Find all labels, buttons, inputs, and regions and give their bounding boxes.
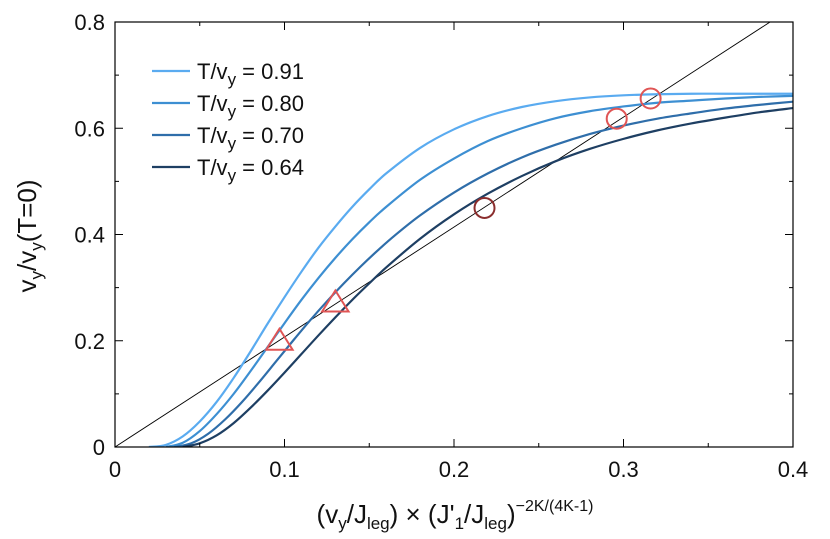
circle-marker-4: [605, 107, 628, 130]
series-line-2: [165, 94, 793, 447]
series-line-3: [174, 100, 793, 447]
x-tick-label: 0: [109, 457, 121, 482]
y-axis-label: vy/vy(T=0): [12, 179, 46, 292]
x-tick-label: 0.2: [439, 457, 470, 482]
y-tick-label: 0.4: [74, 223, 105, 248]
legend: T/vy = 0.91T/vy = 0.80T/vy = 0.70T/vy = …: [152, 59, 304, 185]
y-tick-label: 0.6: [74, 116, 105, 141]
circle-marker-5: [639, 87, 662, 110]
series-line-1: [148, 92, 793, 447]
y-tick-label: 0.8: [74, 10, 105, 35]
triangle-marker-2: [320, 288, 351, 313]
x-tick-label: 0.4: [778, 457, 809, 482]
reference-line-layer: [115, 22, 771, 447]
triangle-marker-1: [264, 326, 295, 351]
series-layer: [148, 92, 793, 447]
axes-layer: 0 0.1 0.2 0.3 0.4 0 0.2 0.4 0.6 0.8: [74, 10, 808, 482]
x-tick-label: 0.1: [269, 457, 300, 482]
plot-frame: [114, 21, 794, 448]
circle-marker-3: [473, 196, 496, 219]
y-tick-label: 0.2: [74, 329, 105, 354]
series-line-4: [182, 106, 793, 447]
legend-label-1: T/vy = 0.91: [197, 59, 304, 89]
reference-line: [115, 22, 771, 447]
legend-label-3: T/vy = 0.70: [197, 123, 304, 153]
y-tick-label: 0: [93, 435, 105, 460]
marker-layer: [264, 87, 662, 351]
legend-label-2: T/vy = 0.80: [197, 91, 304, 121]
x-tick-label: 0.3: [608, 457, 639, 482]
legend-label-4: T/vy = 0.64: [197, 155, 304, 185]
x-axis-label: (vy/Jleg) × (J'1/Jleg)−2K/(4K-1): [317, 498, 594, 533]
